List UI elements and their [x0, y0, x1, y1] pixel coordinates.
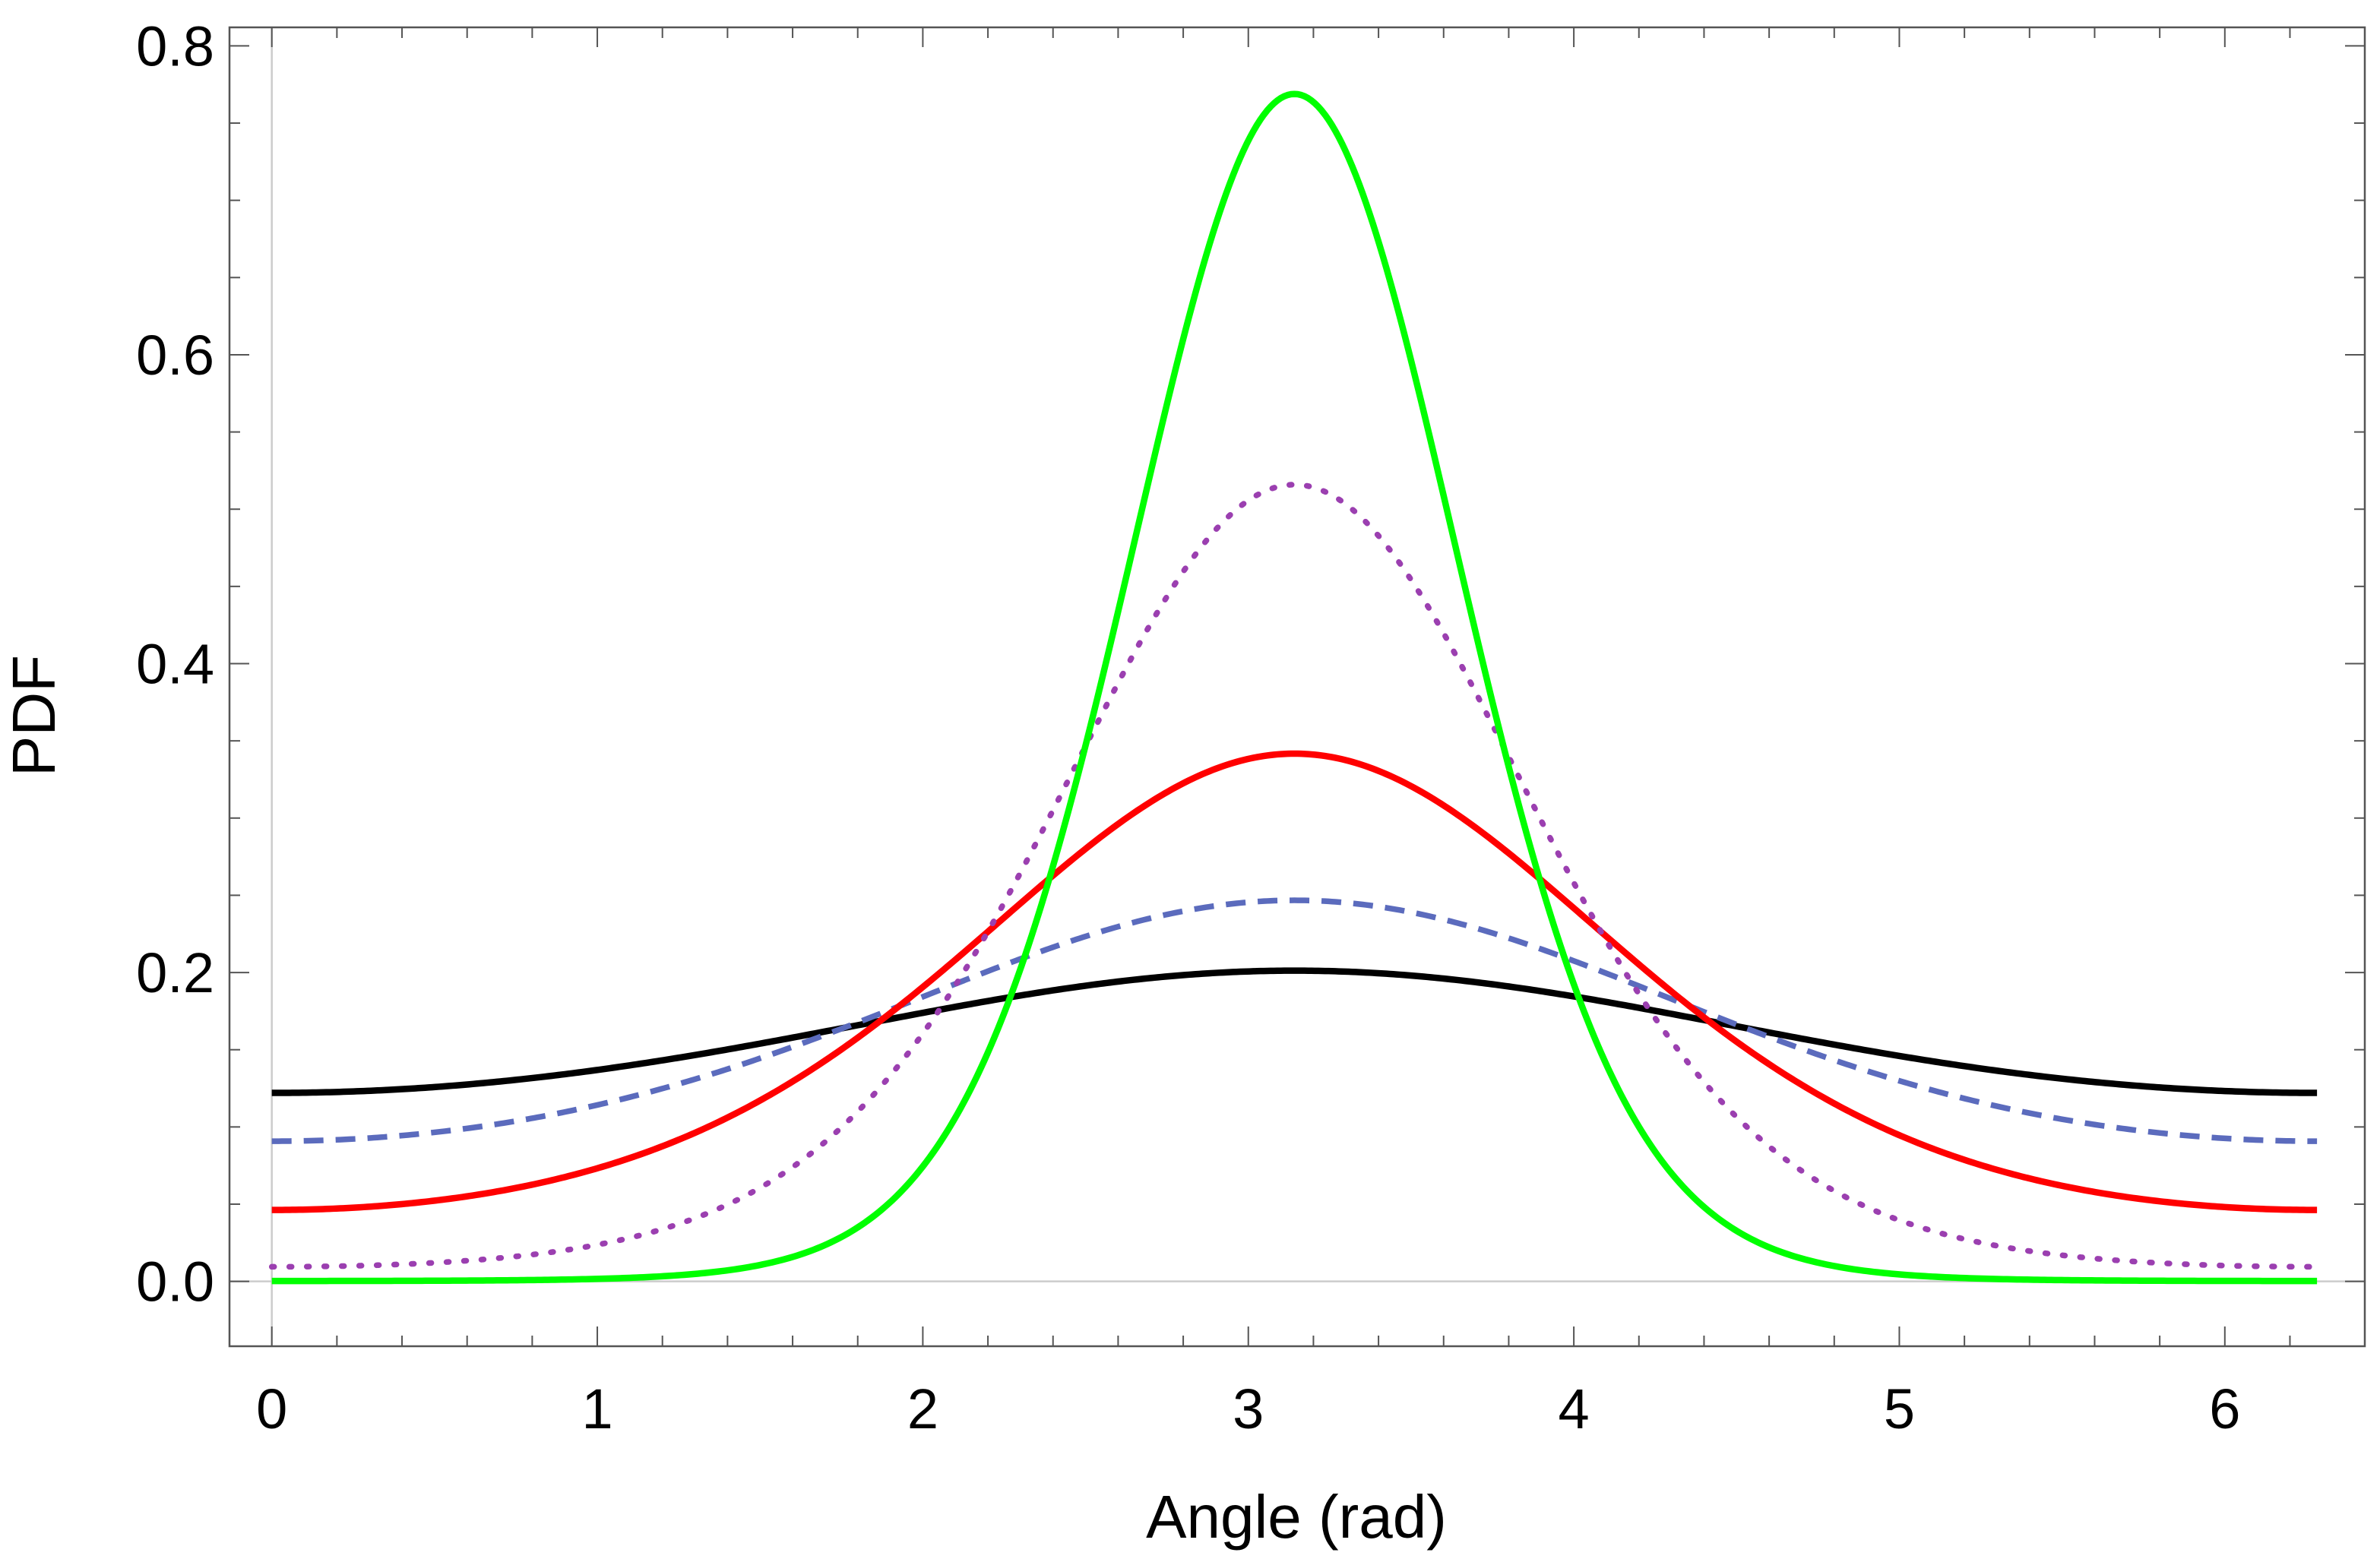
x-tick-label: 2 — [907, 1377, 938, 1440]
y-axis-ticks — [229, 45, 2365, 1282]
plot-frame — [228, 26, 2366, 1348]
series-line-5 — [271, 90, 2318, 1285]
y-tick-label: 0.6 — [136, 324, 214, 387]
x-tick-label: 4 — [1559, 1377, 1590, 1440]
y-axis-tick-labels: 0.0 0.2 0.4 0.6 0.8 — [136, 14, 214, 1313]
y-axis-title: PDF — [0, 655, 68, 776]
y-tick-label: 0.2 — [136, 941, 214, 1004]
y-tick-label: 0.0 — [136, 1251, 214, 1314]
x-tick-label: 5 — [1884, 1377, 1915, 1440]
x-tick-label: 3 — [1233, 1377, 1264, 1440]
x-tick-label: 6 — [2209, 1377, 2240, 1440]
x-tick-label: 1 — [581, 1377, 612, 1440]
x-tick-label: 0 — [256, 1377, 287, 1440]
x-axis-ticks — [271, 27, 2291, 1346]
series-line-2 — [271, 897, 2318, 1144]
series-line-4 — [268, 482, 2320, 1270]
x-axis-tick-labels: 0 1 2 3 4 5 6 — [256, 1377, 2240, 1440]
y-tick-label: 0.4 — [136, 633, 214, 696]
series-layer — [268, 90, 2320, 1285]
x-axis-title: Angle (rad) — [1146, 1483, 1447, 1551]
series-line-3 — [271, 750, 2318, 1213]
y-tick-label: 0.8 — [136, 14, 214, 77]
series-line-1 — [271, 967, 2318, 1096]
